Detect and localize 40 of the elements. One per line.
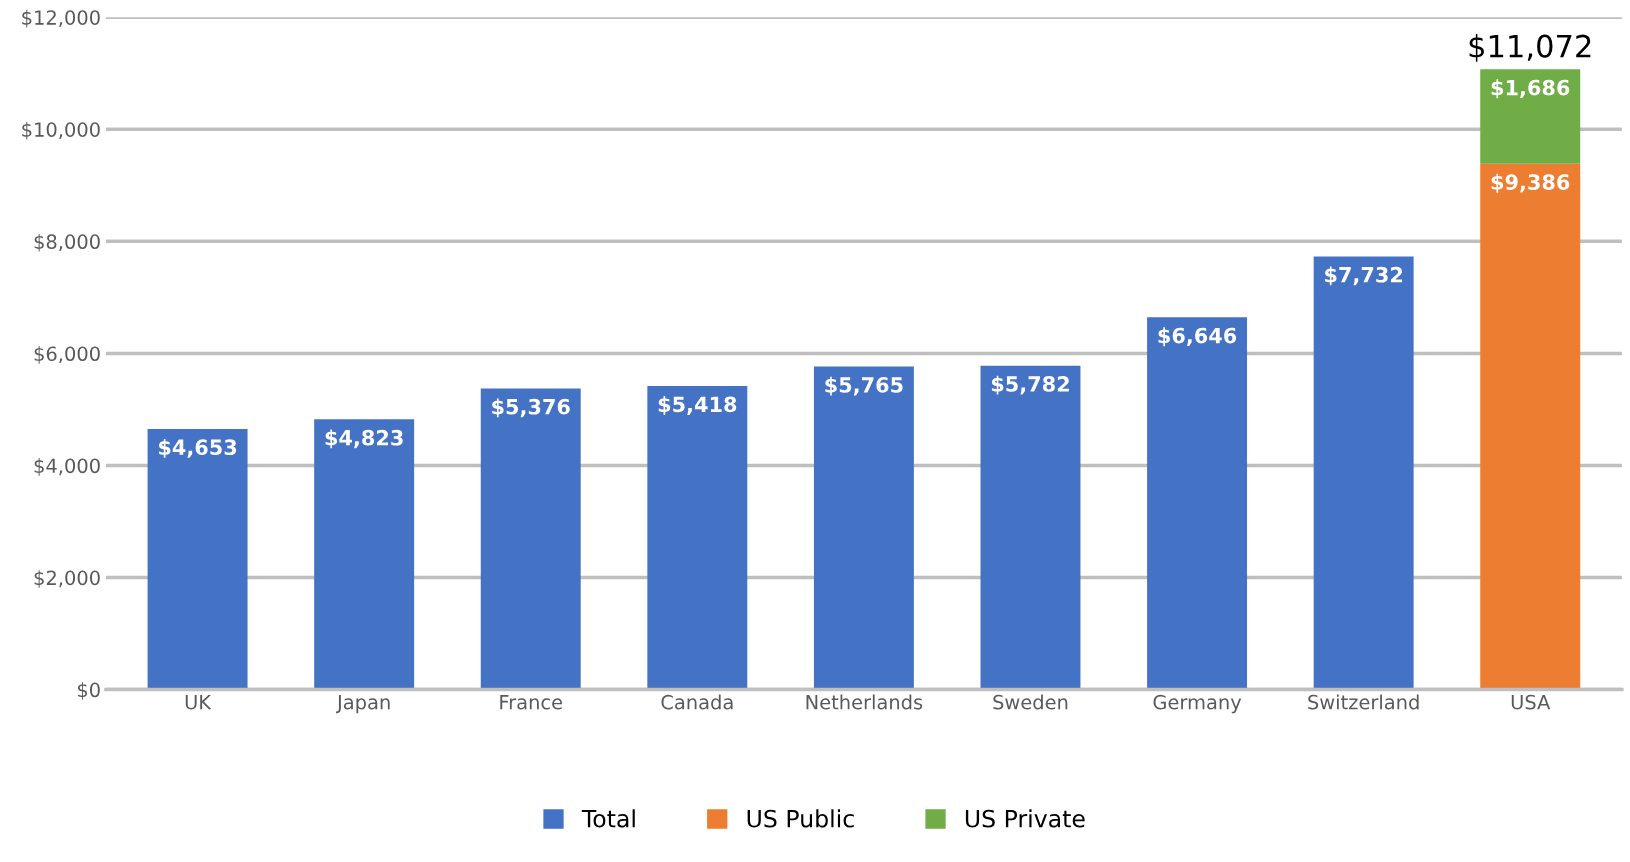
data-label: $7,732 [1325,266,1403,286]
bar [1147,317,1248,690]
bar [647,386,748,690]
x-tick-label: Switzerland [1308,694,1419,710]
bar [1480,163,1581,690]
data-label: $5,782 [991,375,1069,395]
x-tick-label: UK [185,695,212,710]
y-tick-label: $8,000 [34,233,100,252]
x-tick-label: Sweden [993,694,1068,710]
legend-label: Total [581,809,635,828]
data-label: $6,646 [1158,327,1237,347]
bar [147,428,248,690]
data-label: $9,386 [1491,173,1570,193]
y-tick-label: $2,000 [34,570,100,588]
y-tick-label: $6,000 [34,346,100,364]
data-label: $5,765 [825,376,903,396]
x-tick-label: Germany [1153,694,1242,714]
y-tick-label: $0 [77,682,100,700]
bar [480,388,581,690]
bar [314,419,415,690]
y-tick-label: $10,000 [22,121,100,140]
bar [1480,69,1581,164]
y-tick-label: $4,000 [34,458,100,476]
data-label: $4,653 [159,438,237,458]
data-label: $5,418 [658,396,737,416]
x-tick-label: Netherlands [806,694,923,710]
y-tick-label: $12,000 [22,9,100,28]
data-label: $5,376 [492,398,570,418]
bar [813,366,914,690]
data-label: $4,823 [325,429,403,449]
x-tick-label: France [500,695,563,710]
x-tick-label: Canada [661,694,733,710]
legend-label: US Public [747,809,854,828]
bar [980,365,1081,690]
legend-label: US Private [965,809,1085,828]
data-label: $1,686 [1491,79,1570,99]
bar [1313,256,1414,690]
x-tick-label: USA [1511,694,1551,710]
x-tick-label: Japan [336,695,390,714]
total-label: $11,072 [1469,34,1591,62]
